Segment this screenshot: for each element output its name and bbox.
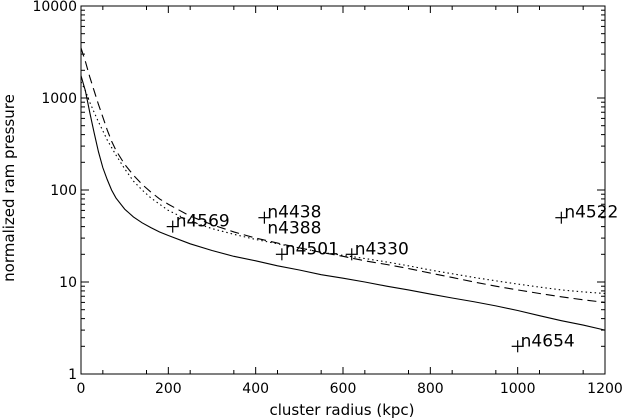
point-label-n4569: n4569	[176, 212, 230, 232]
x-tick-label: 0	[77, 381, 86, 397]
x-tick-label: 800	[417, 381, 444, 397]
point-label-n4438: n4438	[267, 203, 321, 223]
point-label-n4654: n4654	[521, 331, 575, 351]
plot-frame	[80, 5, 606, 375]
y-axis-label: normalized ram pressure	[0, 94, 18, 282]
x-tick-label: 400	[242, 381, 269, 397]
point-label-n4501: n4501	[285, 239, 339, 259]
x-axis-label: cluster radius (kpc)	[269, 401, 414, 419]
y-tick-label: 1	[68, 367, 77, 383]
y-tick-label: 10	[59, 275, 77, 291]
y-tick-label: 1000	[41, 91, 77, 107]
curve-dotted	[80, 81, 606, 295]
point-label-n4522: n4522	[564, 203, 618, 223]
x-tick-label: 200	[155, 381, 182, 397]
curve-solid	[80, 75, 606, 331]
x-tick-label: 1000	[500, 381, 536, 397]
y-tick-label: 100	[50, 183, 77, 199]
curve-dashed	[80, 47, 606, 303]
x-tick-label: 600	[330, 381, 357, 397]
point-label-n4388: n4388	[267, 219, 321, 239]
axes-layer: 0 200 400 600 800 1000 1200 1 10 100 1000 10000	[32, 0, 622, 397]
x-tick-label: 1200	[587, 381, 623, 397]
y-tick-label: 10000	[32, 0, 77, 15]
curves-layer	[80, 47, 606, 331]
point-label-n4330: n4330	[355, 239, 409, 259]
